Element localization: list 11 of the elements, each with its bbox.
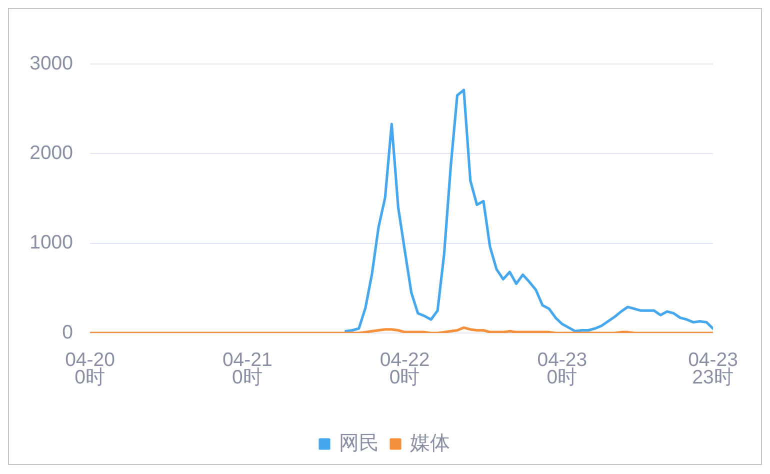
y-tick-label: 3000 [30,52,74,74]
y-tick-label: 0 [62,321,74,344]
x-tick-label: 04-23 0时 [537,349,588,389]
y-tick-label: 2000 [30,142,74,164]
y-tick-label: 1000 [30,232,74,254]
x-tick-label: 04-21 0时 [222,349,272,389]
legend-label: 网民 [339,432,379,455]
legend-label: 媒体 [410,432,450,455]
x-tick-label: 04-20 0时 [65,349,116,389]
x-tick-label: 04-22 0时 [380,349,430,389]
x-tick-label: 04-23 23时 [688,349,738,389]
